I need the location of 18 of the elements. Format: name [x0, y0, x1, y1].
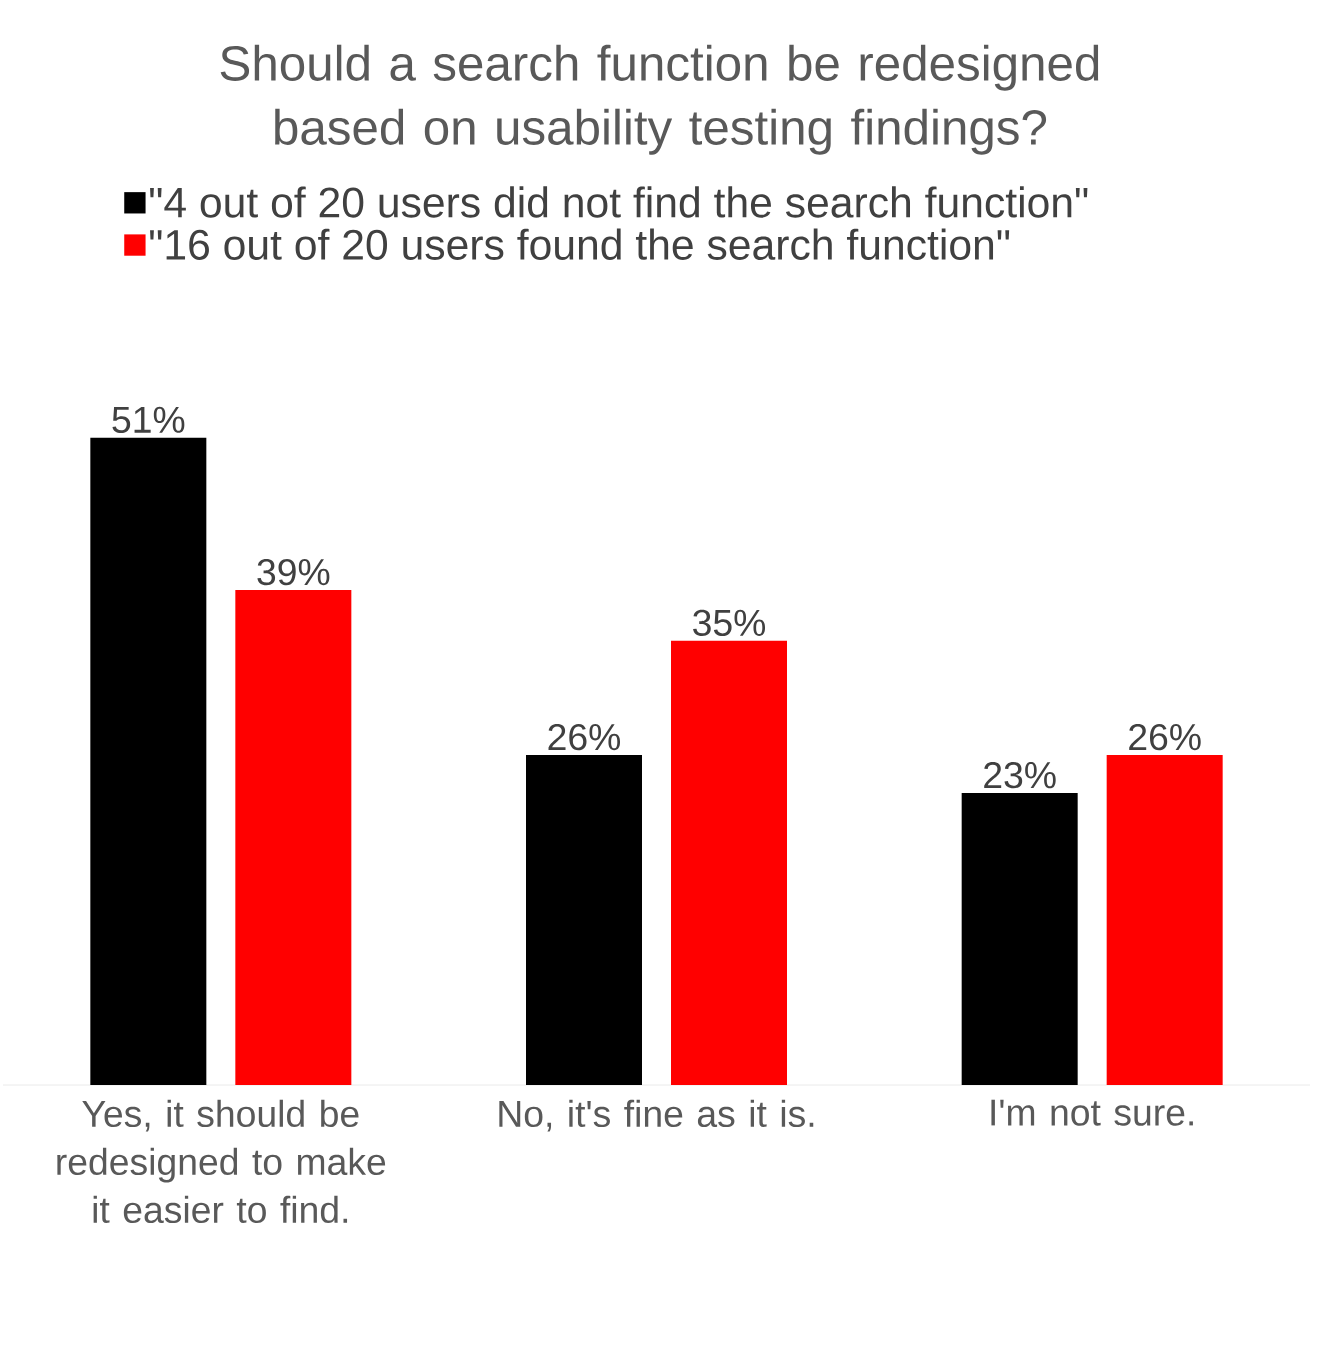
x-tick-label: No, it's fine as it is. [499, 1099, 814, 1132]
data-label: 23% [984, 761, 1056, 789]
bar [1106, 755, 1223, 1085]
x-tick-label: I'm not sure. [991, 1099, 1193, 1126]
legend-label: "16 out of 20 users found the search function" [150, 228, 1010, 260]
data-label: 51% [112, 406, 185, 433]
data-label: 35% [693, 609, 766, 637]
bar [671, 640, 788, 1085]
bar [235, 590, 352, 1085]
bar [526, 755, 642, 1085]
chart-title: Should a search function be redesigned based on usability testing findings? [220, 44, 1099, 155]
x-tick-label: Yes, it should be redesigned to make it easier to find. [57, 1099, 386, 1224]
bar [961, 793, 1078, 1085]
data-label: 26% [1129, 723, 1201, 751]
legend-label: "4 out of 20 users did not find the search function" [150, 186, 1088, 218]
bar [90, 437, 207, 1085]
data-label: 39% [257, 558, 330, 586]
data-label: 26% [548, 723, 621, 751]
